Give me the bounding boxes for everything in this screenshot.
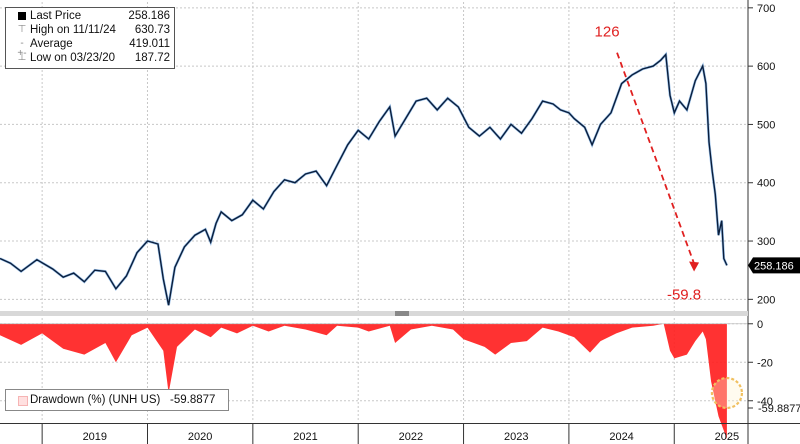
drawdown-series	[0, 323, 748, 439]
drawdown-arrow-line	[616, 52, 695, 264]
drawdown-arrow-head	[689, 261, 700, 272]
drawdown-y-tick-label: -40	[757, 396, 773, 408]
high-tick-icon: ⊤	[17, 24, 27, 35]
drawdown-last-value-label: -59.8877	[758, 403, 800, 415]
average-line-icon: -+-	[17, 38, 27, 59]
price-legend: Last Price 258.186 ⊤ High on 11/11/24 63…	[5, 7, 175, 69]
drawdown-y-tick-label: -20	[757, 357, 773, 369]
x-tick-label: 2022	[399, 431, 423, 443]
legend-label: Last Price	[30, 10, 82, 22]
high-annotation-label: 126	[595, 24, 620, 41]
x-tick-label: 2024	[609, 431, 633, 443]
price-y-tick-label: 200	[757, 294, 775, 306]
panel-divider-handle	[395, 311, 409, 316]
legend-row-low: ⊥ Low on 03/23/20 187.72	[6, 52, 170, 65]
low-tick-icon: ⊥	[17, 52, 27, 63]
price-y-tick-label: 400	[757, 178, 775, 190]
last-price-square-icon	[18, 12, 26, 20]
drawdown-swatch-icon	[18, 396, 28, 406]
drawdown-label: Drawdown (%) (UNH US)	[30, 394, 161, 406]
x-tick-label: 2021	[293, 431, 317, 443]
annotations: 126 -59.8	[595, 24, 744, 410]
legend-value: 630.73	[134, 24, 170, 36]
legend-label: Average	[30, 38, 73, 50]
legend-value: 258.186	[128, 10, 170, 22]
price-y-tick-label: 600	[757, 61, 775, 73]
drawdown-area	[0, 323, 727, 439]
price-series	[0, 51, 729, 306]
legend-value: 419.011	[129, 38, 170, 50]
price-y-tick-label: 700	[757, 3, 775, 15]
drawdown-y-tick-label: 0	[757, 319, 763, 331]
price-y-tick-label: 500	[757, 119, 775, 131]
drawdown-value: -59.8877	[170, 394, 216, 406]
panel-divider	[0, 311, 748, 316]
x-tick-label: 2020	[188, 431, 212, 443]
drawdown-legend: Drawdown (%) (UNH US) -59.8877	[5, 389, 229, 411]
highlight-circle	[710, 376, 744, 410]
legend-label: High on 11/11/24	[30, 24, 116, 36]
drop-annotation-label: -59.8	[667, 287, 701, 304]
last-price-tag	[748, 257, 800, 274]
x-tick-label: 2023	[504, 431, 528, 443]
x-tick-label: 2019	[83, 431, 107, 443]
x-tick-label: 2025	[715, 431, 739, 443]
price-y-tick-label: 300	[757, 236, 775, 248]
legend-value: 187.72	[134, 52, 170, 64]
legend-label: Low on 03/23/20	[30, 52, 116, 64]
last-price-tag-label: 258.186	[754, 260, 794, 272]
legend-row-high: ⊤ High on 11/11/24 630.73	[6, 24, 170, 37]
legend-row-average: -+- Average 419.011	[6, 38, 170, 59]
highlight-circle-fill	[711, 378, 742, 408]
legend-row-last-price: Last Price 258.186	[6, 10, 170, 23]
price-line	[0, 52, 728, 306]
